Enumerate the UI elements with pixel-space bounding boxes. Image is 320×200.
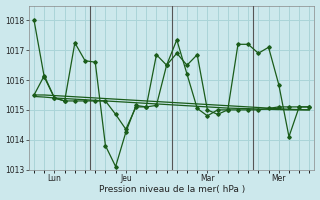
X-axis label: Pression niveau de la mer( hPa ): Pression niveau de la mer( hPa ) [99, 185, 245, 194]
